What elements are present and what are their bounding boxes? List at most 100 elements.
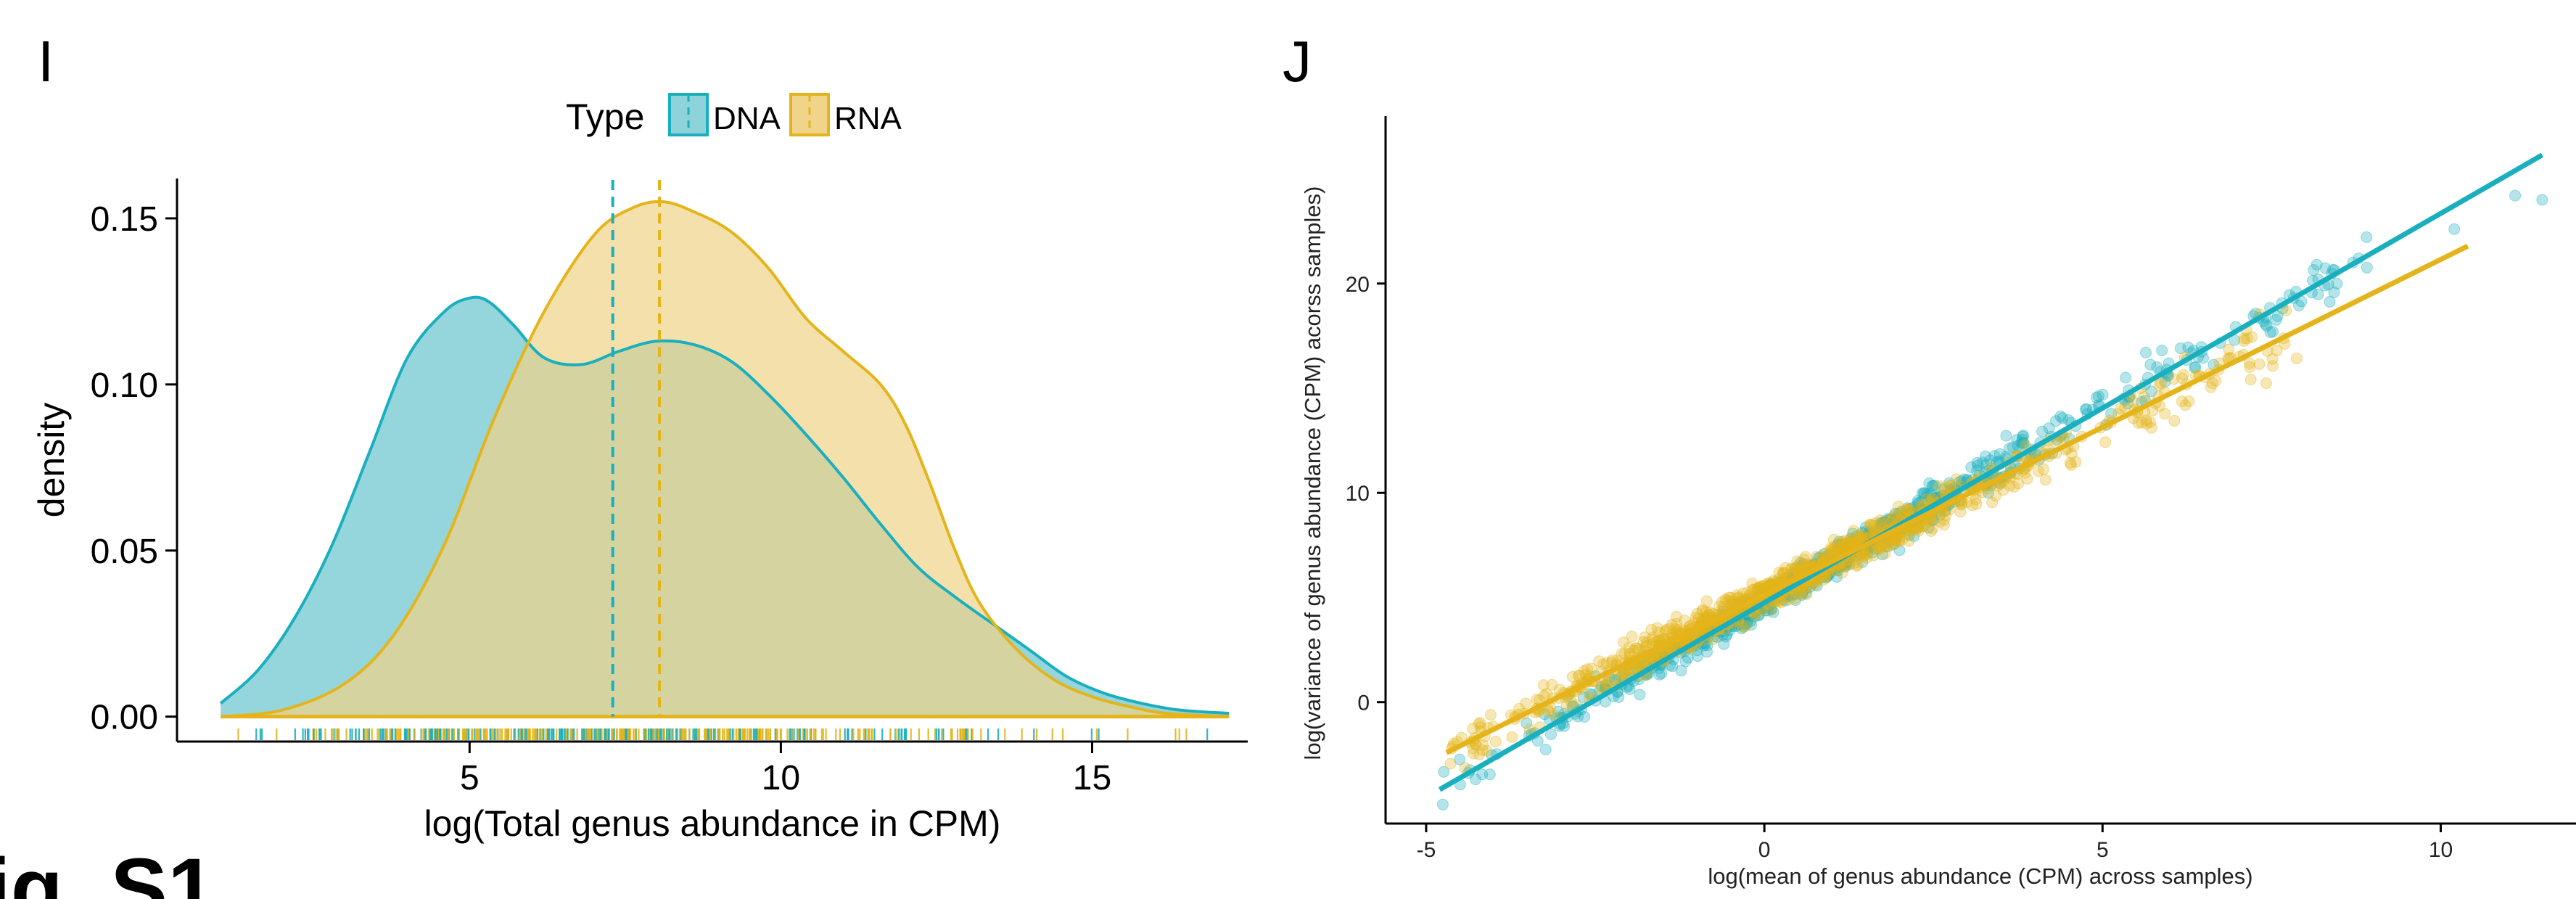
scatter-point-dna xyxy=(1691,644,1703,657)
scatter-point-rna xyxy=(1865,520,1877,531)
scatter-point-rna xyxy=(1903,504,1915,516)
scatter-point-dna xyxy=(1943,477,1955,489)
scatter-point-rna xyxy=(2153,379,2165,391)
scatter-point-rna xyxy=(1484,709,1497,721)
scatter-point-rna xyxy=(1856,531,1868,543)
scatter-point-dna xyxy=(1847,535,1859,547)
scatter-point-rna xyxy=(1661,623,1672,636)
scatter-point-rna xyxy=(1565,695,1577,707)
scatter-point-rna xyxy=(1629,642,1642,654)
scatter-point-rna xyxy=(1938,514,1950,526)
scatter-point-rna xyxy=(1811,575,1823,588)
scatter-point-rna xyxy=(2238,334,2250,347)
scatter-point-dna xyxy=(1624,683,1636,695)
scatter-point-rna xyxy=(1621,667,1633,679)
scatter-point-dna xyxy=(1796,584,1808,596)
scatter-point-rna xyxy=(1893,535,1905,548)
scatter-point-rna xyxy=(1839,560,1851,572)
scatter-point-dna xyxy=(2017,430,2029,442)
scatter-point-dna xyxy=(2270,313,2282,326)
scatter-point-rna xyxy=(1896,508,1908,520)
scatter-point-rna xyxy=(1752,582,1764,594)
scatter-point-rna xyxy=(1843,536,1855,548)
scatter-point-dna xyxy=(1579,711,1591,723)
scatter-point-dna xyxy=(2308,264,2320,276)
scatter-x-tick-label: 5 xyxy=(2096,838,2109,862)
scatter-point-dna xyxy=(1436,798,1449,810)
scatter-point-rna xyxy=(1647,631,1659,644)
scatter-point-dna xyxy=(1761,604,1774,617)
scatter-point-dna xyxy=(1779,594,1792,607)
scatter-point-rna xyxy=(1605,656,1618,668)
scatter-point-rna xyxy=(1945,480,1957,492)
scatter-point-dna xyxy=(1735,623,1748,635)
scatter-point-dna xyxy=(1653,668,1666,681)
scatter-point-rna xyxy=(1755,580,1767,592)
scatter-point-dna xyxy=(1521,717,1533,729)
scatter-point-rna xyxy=(1845,535,1857,546)
scatter-point-rna xyxy=(1716,596,1728,608)
scatter-point-dna xyxy=(1877,518,1889,530)
scatter-point-dna xyxy=(1675,665,1687,677)
scatter-point-dna xyxy=(1796,589,1808,601)
scatter-point-dna xyxy=(1971,464,1983,477)
scatter-x-tick-label: 0 xyxy=(1758,838,1771,862)
scatter-point-rna xyxy=(1754,580,1766,593)
scatter-point-rna xyxy=(1531,694,1543,705)
scatter-point-dna xyxy=(1814,551,1826,563)
scatter-point-rna xyxy=(1444,758,1457,770)
scatter-point-rna xyxy=(2064,456,2076,469)
legend-title: Type xyxy=(566,97,644,137)
scatter-point-rna xyxy=(2267,360,2279,372)
scatter-point-dna xyxy=(2000,430,2012,442)
scatter-point-rna xyxy=(2099,436,2112,448)
scatter-point-rna xyxy=(1581,663,1594,676)
scatter-point-rna xyxy=(1789,563,1801,575)
scatter-point-dna xyxy=(1679,655,1692,668)
scatter-point-dna xyxy=(1600,679,1612,691)
scatter-point-dna xyxy=(2260,320,2273,332)
scatter-point-dna xyxy=(2054,410,2067,422)
scatter-point-dna xyxy=(2092,390,2104,403)
scatter-point-rna xyxy=(1896,533,1909,546)
scatter-point-dna xyxy=(1823,569,1835,581)
scatter-point-rna xyxy=(2004,480,2016,492)
scatter-point-dna xyxy=(1759,604,1771,617)
scatter-point-rna xyxy=(1721,594,1734,607)
scatter-point-dna xyxy=(2122,398,2134,410)
scatter-point-dna xyxy=(1847,528,1859,540)
scatter-point-rna xyxy=(1746,578,1758,590)
scatter-point-rna xyxy=(2253,358,2266,370)
scatter-chart: -5 0 5 10 0 10 20 log(mean of genus abundance … xyxy=(1300,116,2576,889)
scatter-point-rna xyxy=(1467,742,1479,755)
scatter-point-rna xyxy=(1737,587,1750,599)
scatter-point-dna xyxy=(1851,534,1863,546)
scatter-point-dna xyxy=(2448,223,2461,235)
scatter-point-dna xyxy=(1912,495,1924,506)
scatter-point-dna xyxy=(1839,560,1851,572)
scatter-point-rna xyxy=(1835,542,1848,554)
scatter-point-rna xyxy=(1934,516,1946,528)
density-x-tick-label: 15 xyxy=(1073,759,1111,797)
scatter-point-rna xyxy=(2260,377,2272,390)
scatter-point-dna xyxy=(2312,288,2324,300)
scatter-point-dna xyxy=(1577,691,1589,704)
scatter-point-dna xyxy=(2145,385,2157,398)
scatter-point-rna xyxy=(1798,554,1810,566)
scatter-y-tick-label: 20 xyxy=(1346,273,1370,297)
scatter-point-rna xyxy=(1616,648,1628,660)
scatter-point-rna xyxy=(1819,571,1831,583)
scatter-point-dna xyxy=(1965,461,1978,473)
scatter-point-rna xyxy=(1748,583,1761,596)
scatter-point-dna xyxy=(1821,570,1833,583)
scatter-point-rna xyxy=(2241,332,2253,345)
scatter-point-rna xyxy=(1940,509,1952,522)
scatter-point-rna xyxy=(1797,558,1809,570)
scatter-point-rna xyxy=(1476,744,1489,756)
scatter-point-dna xyxy=(1807,577,1819,589)
scatter-point-dna xyxy=(2017,437,2030,449)
scatter-point-dna xyxy=(1912,496,1925,509)
scatter-point-dna xyxy=(1851,530,1863,543)
scatter-point-rna xyxy=(2177,369,2189,381)
legend-label-rna: RNA xyxy=(834,101,902,136)
